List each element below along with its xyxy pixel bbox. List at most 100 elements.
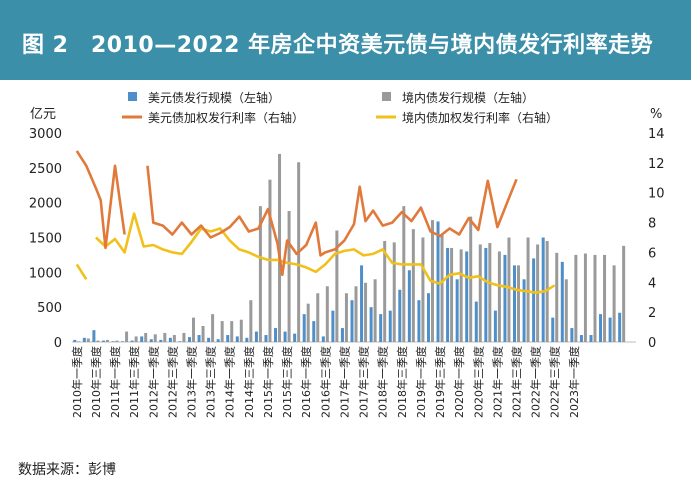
usd-bond-bar	[283, 331, 287, 342]
left-tick-label: 2500	[29, 162, 62, 177]
right-tick-label: 6	[648, 246, 656, 261]
chart-title: 图 2 2010—2022 年房企中资美元债与境内债发行利率走势	[22, 33, 654, 58]
usd-rate-line	[146, 165, 518, 277]
domestic-bond-bar	[115, 340, 119, 342]
domestic-bond-bar	[507, 237, 511, 342]
usd-bond-bar	[618, 312, 622, 342]
usd-bond-bar	[407, 270, 411, 342]
usd-bond-bar	[379, 314, 383, 342]
domestic-rate-line	[75, 263, 88, 280]
left-tick-label: 2000	[29, 197, 62, 212]
usd-bond-bar	[360, 265, 364, 342]
right-tick-label: 4	[648, 276, 656, 291]
usd-bond-bar	[168, 337, 172, 342]
domestic-bond-bar	[96, 340, 100, 342]
usd-bond-bar	[187, 337, 191, 342]
x-tick-label: 2015年一季度	[261, 346, 275, 418]
domestic-bond-bar	[450, 247, 454, 342]
left-tick-label: 500	[37, 301, 62, 316]
x-tick-label: 2021年一季度	[490, 346, 504, 418]
usd-bond-bar	[465, 251, 469, 342]
usd-bond-bar	[302, 314, 306, 342]
usd-bond-bar	[426, 293, 430, 342]
legend-label: 境内债发行规模（左轴）	[402, 90, 534, 105]
usd-bond-bar	[541, 237, 545, 342]
usd-bond-bar	[522, 279, 526, 342]
chart: 美元债发行规模（左轴） 境内债发行规模（左轴） 美元债加权发行利率（右轴） 境内债加权…	[29, 90, 665, 418]
domestic-bond-bar	[373, 279, 377, 342]
legend-swatch	[128, 92, 137, 101]
usd-bond-bar	[589, 335, 593, 342]
legend: 美元债发行规模（左轴） 境内债发行规模（左轴） 美元债加权发行利率（右轴） 境内债加权…	[122, 90, 558, 125]
x-tick-label: 2011年三季度	[127, 346, 141, 418]
domestic-bond-bar	[182, 332, 186, 342]
x-tick-label: 2018年一季度	[376, 346, 390, 418]
usd-bond-bar	[149, 339, 153, 342]
domestic-bond-bar	[306, 303, 310, 342]
usd-bond-bar	[111, 341, 115, 342]
usd-bond-bar	[254, 331, 258, 342]
domestic-bond-bar	[220, 321, 224, 342]
domestic-bond-bar	[564, 279, 568, 342]
domestic-bond-bar	[344, 293, 348, 342]
domestic-bond-bar	[488, 243, 492, 342]
domestic-bond-bar	[383, 240, 387, 342]
domestic-bond-bar	[144, 332, 148, 342]
usd-bond-bar	[274, 328, 278, 342]
usd-bond-bar	[398, 289, 402, 342]
usd-bond-bar	[101, 340, 105, 342]
source-note: 数据来源：彭博	[18, 462, 116, 478]
usd-bond-bar	[493, 310, 497, 342]
axes: 亿元 % 0 500 1000 1500 2000 2500 3000 0 2 4 6 8 10 12 14 20…	[29, 107, 665, 418]
legend-label: 美元债发行规模（左轴）	[148, 90, 280, 105]
domestic-bond-bar	[163, 332, 167, 342]
usd-bond-bar	[579, 335, 583, 342]
usd-bond-bar	[321, 336, 325, 342]
right-tick-label: 12	[648, 157, 665, 172]
x-tick-label: 2022年三季度	[548, 346, 562, 418]
usd-bond-bar	[82, 337, 86, 342]
usd-bond-bar	[197, 335, 201, 342]
domestic-bond-bar	[201, 325, 205, 342]
domestic-bond-bar	[172, 335, 176, 342]
domestic-bond-bar	[249, 300, 253, 342]
right-tick-label: 0	[648, 336, 656, 351]
domestic-bond-bar	[478, 244, 482, 342]
domestic-bond-bar	[392, 242, 396, 342]
x-tick-label: 2017年三季度	[357, 346, 371, 418]
usd-bond-bar	[474, 301, 478, 342]
left-tick-label: 1500	[29, 232, 62, 247]
x-tick-label: 2013年三季度	[204, 346, 218, 418]
x-tick-label: 2017年一季度	[337, 346, 351, 418]
domestic-bond-bar	[191, 317, 195, 342]
domestic-bond-bar	[526, 237, 530, 342]
usd-bond-bar	[599, 314, 603, 342]
legend-label: 境内债加权发行利率（右轴）	[402, 110, 558, 125]
x-tick-label: 2015年三季度	[280, 346, 294, 418]
left-axis-unit: 亿元	[30, 107, 56, 122]
domestic-bond-bar	[287, 211, 291, 342]
usd-bond-bar	[560, 261, 564, 342]
left-tick-label: 1000	[29, 266, 62, 281]
domestic-bond-bar	[316, 293, 320, 342]
x-tick-label: 2010年三季度	[89, 346, 103, 418]
x-tick-label: 2016年一季度	[299, 346, 313, 418]
usd-bond-bar	[503, 254, 507, 342]
left-tick-label: 3000	[29, 127, 62, 142]
usd-bond-bar	[73, 339, 77, 342]
usd-bond-bar	[140, 336, 144, 342]
domestic-bond-bar	[125, 331, 129, 342]
x-tick-label: 2019年一季度	[414, 346, 428, 418]
x-tick-label: 2018年三季度	[395, 346, 409, 418]
usd-bond-bar	[369, 307, 373, 342]
right-tick-label: 2	[648, 306, 656, 321]
domestic-bond-bar	[153, 334, 157, 342]
domestic-bond-bar	[86, 338, 90, 342]
bars	[73, 153, 626, 342]
domestic-rate-line	[95, 212, 556, 294]
domestic-bond-bar	[335, 230, 339, 342]
domestic-bond-bar	[517, 265, 521, 342]
usd-bond-bar	[446, 247, 450, 342]
usd-bond-bar	[551, 317, 555, 342]
x-tick-label: 2023年一季度	[567, 346, 581, 418]
